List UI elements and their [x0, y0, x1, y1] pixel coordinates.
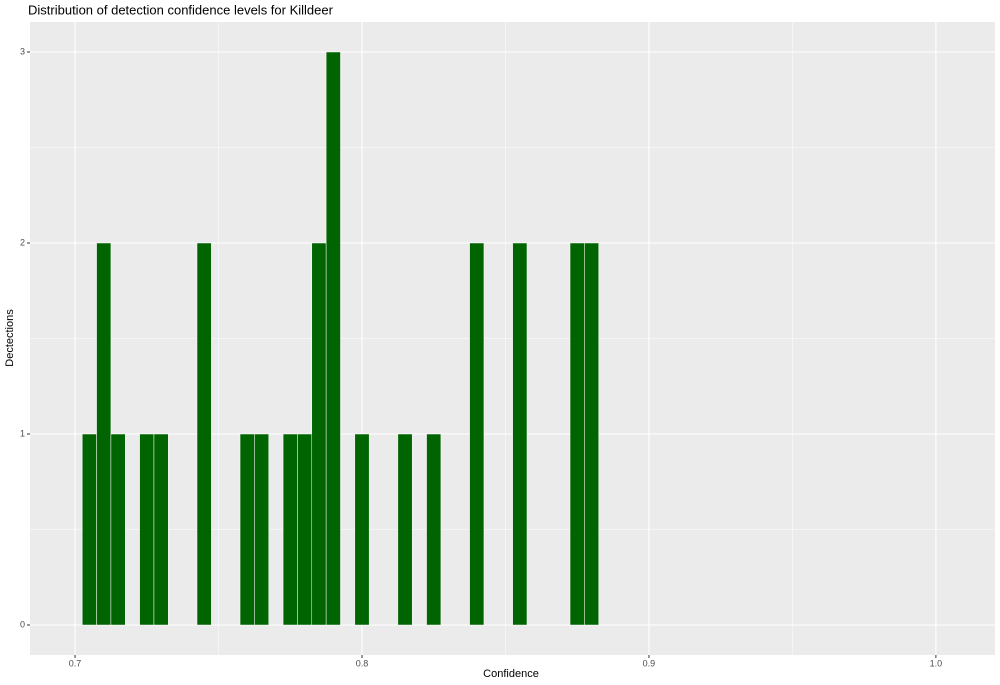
bar — [297, 433, 313, 626]
bar — [469, 242, 485, 626]
x-axis-title: Confidence — [483, 668, 539, 680]
y-tick-label: 2 — [20, 237, 25, 247]
bar — [311, 242, 327, 626]
y-tick-label: 3 — [20, 46, 25, 56]
x-tick-label: 0.9 — [643, 658, 656, 668]
bar — [239, 433, 255, 626]
x-tick-label: 1.0 — [930, 658, 943, 668]
x-tick-label: 0.8 — [356, 658, 369, 668]
chart-title: Distribution of detection confidence lev… — [28, 2, 334, 17]
bar — [254, 433, 269, 626]
bar — [139, 433, 155, 626]
bar — [110, 433, 126, 626]
bar — [282, 433, 298, 626]
bar — [397, 433, 413, 626]
bar — [96, 242, 112, 626]
y-axis-title: Dectections — [4, 309, 16, 367]
y-tick-label: 0 — [20, 619, 25, 629]
bar — [196, 242, 212, 626]
bar — [81, 433, 97, 626]
bar — [354, 433, 370, 626]
bar — [569, 242, 585, 626]
y-tick-label: 1 — [20, 428, 25, 438]
bar — [153, 433, 169, 626]
bar — [512, 242, 528, 626]
bar — [325, 51, 341, 626]
bar — [584, 242, 599, 626]
bar — [426, 433, 442, 626]
x-tick-label: 0.7 — [69, 658, 82, 668]
